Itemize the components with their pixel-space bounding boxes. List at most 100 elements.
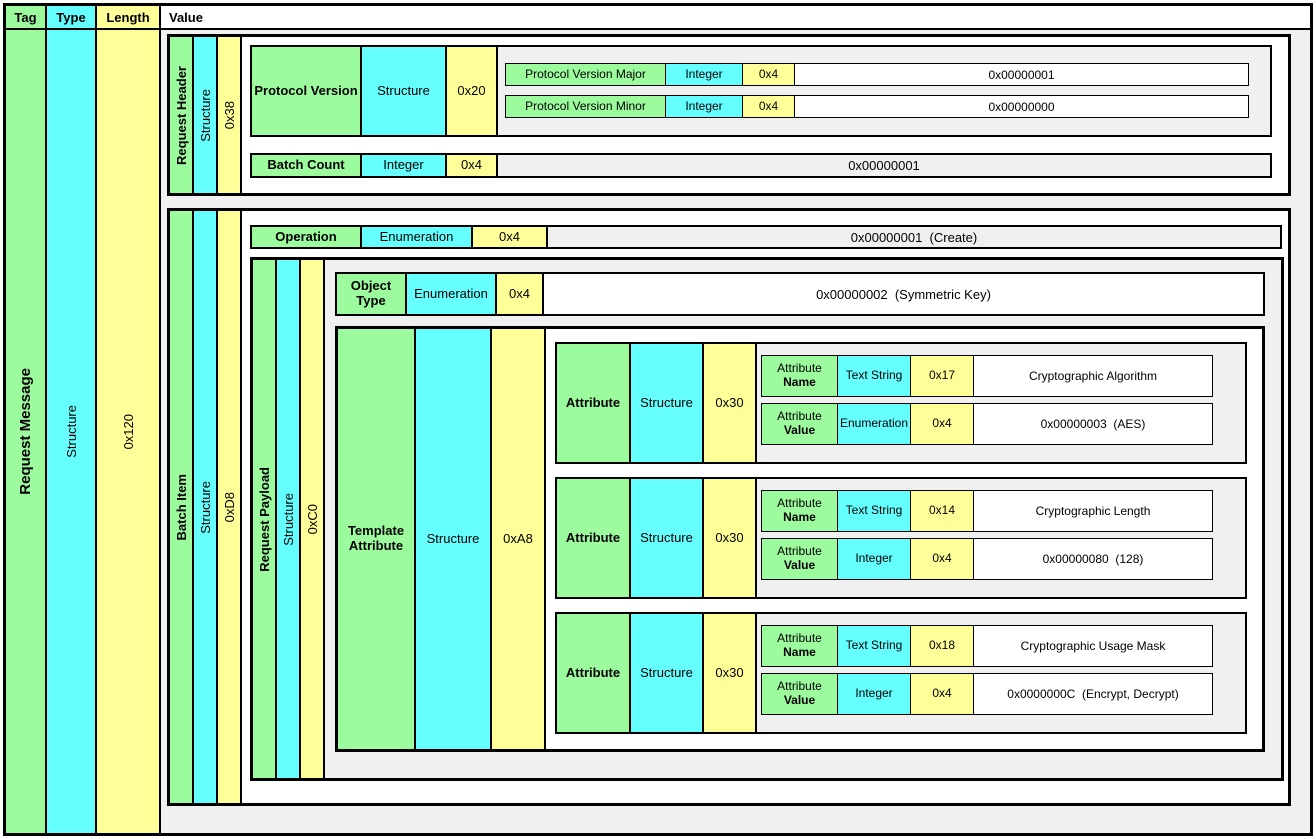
request-payload-type-bar: Structure xyxy=(277,260,301,778)
batch-item-type-label: Structure xyxy=(197,480,213,534)
protocol-version-box: Protocol Version Structure 0x20 Protocol… xyxy=(250,45,1272,137)
protocol-version-minor-length-cell: 0x4 xyxy=(743,96,795,117)
attribute-type-cell: Structure xyxy=(631,479,704,597)
attribute-name-row: Attribute Name Text String 0x18 Cryptogr… xyxy=(761,625,1213,667)
protocol-version-minor-value-cell: 0x00000000 xyxy=(795,96,1248,117)
attribute-value-tag-line2: Value xyxy=(783,558,816,572)
attribute-name-tag-cell: Attribute Name xyxy=(762,626,838,666)
attribute-value-value-cell: 0x00000003 (AES) xyxy=(974,404,1212,444)
request-message-tag-column: Request Message xyxy=(6,30,47,833)
attribute-length-cell: 0x30 xyxy=(704,344,757,462)
template-attribute-container: Template Attribute Structure 0xA8 Attrib… xyxy=(335,326,1265,752)
request-header-type-bar: Structure xyxy=(194,37,218,193)
object-type-value-cell: 0x00000002 (Symmetric Key) xyxy=(544,274,1263,314)
header-length: Length xyxy=(97,6,161,28)
attribute-value-row: Attribute Value Enumeration 0x4 0x000000… xyxy=(761,403,1213,445)
attribute-name-tag-line1: Attribute xyxy=(777,496,822,511)
attribute-block: Attribute Structure 0x30 Attribute xyxy=(555,477,1247,599)
attribute-name-tag-line1: Attribute xyxy=(777,631,822,646)
attribute-value-tag-cell: Attribute Value xyxy=(762,674,838,714)
attribute-value-tag-line1: Attribute xyxy=(777,409,822,424)
attribute-name-type-cell: Text String xyxy=(838,626,911,666)
attribute-name-value-cell: Cryptographic Usage Mask xyxy=(974,626,1212,666)
attribute-tag-cell: Attribute xyxy=(557,344,631,462)
request-payload-length-label: 0xC0 xyxy=(304,503,320,535)
template-attribute-type-cell: Structure xyxy=(416,329,492,749)
attribute-value-row: Attribute Value Integer 0x4 0x0000000C (… xyxy=(761,673,1213,715)
attribute-tag-cell: Attribute xyxy=(557,479,631,597)
protocol-version-major-value-cell: 0x00000001 xyxy=(795,64,1248,85)
batch-count-row: Batch Count Integer 0x4 0x00000001 xyxy=(250,153,1272,178)
attribute-name-value-cell: Cryptographic Algorithm xyxy=(974,356,1212,396)
attribute-name-length-cell: 0x14 xyxy=(911,491,974,531)
batch-item-value-area: Operation Enumeration 0x4 0x00000001 (Cr… xyxy=(242,211,1288,803)
attribute-value-type-cell: Integer xyxy=(838,674,911,714)
template-attribute-tag-cell: Template Attribute xyxy=(338,329,416,749)
attribute-value-length-cell: 0x4 xyxy=(911,674,974,714)
batch-item-label: Batch Item xyxy=(173,473,189,541)
attribute-name-length-cell: 0x18 xyxy=(911,626,974,666)
protocol-version-major-type-cell: Integer xyxy=(666,64,743,85)
attribute-value-area: Attribute Name Text String 0x17 Cryptogr… xyxy=(757,344,1245,462)
diagram-body: Request Message Structure 0x120 Request … xyxy=(6,30,1310,833)
attribute-name-type-cell: Text String xyxy=(838,356,911,396)
attribute-value-area: Attribute Name Text String 0x18 Cryptogr… xyxy=(757,614,1245,732)
batch-count-value-cell: 0x00000001 xyxy=(498,155,1270,176)
object-type-tag-cell: Object Type xyxy=(337,274,407,314)
protocol-version-value-area: Protocol Version Major Integer 0x4 0x000… xyxy=(498,47,1270,135)
request-message-type-label: Structure xyxy=(63,405,79,458)
object-type-length-cell: 0x4 xyxy=(497,274,544,314)
attribute-name-row: Attribute Name Text String 0x14 Cryptogr… xyxy=(761,490,1213,532)
attribute-name-tag-cell: Attribute Name xyxy=(762,356,838,396)
attribute-value-length-cell: 0x4 xyxy=(911,539,974,579)
request-payload-label: Request Payload xyxy=(256,466,272,572)
attribute-length-cell: 0x30 xyxy=(704,614,757,732)
attribute-name-row: Attribute Name Text String 0x17 Cryptogr… xyxy=(761,355,1213,397)
attribute-value-value-cell: 0x0000000C (Encrypt, Decrypt) xyxy=(974,674,1212,714)
attribute-value-area: Attribute Name Text String 0x14 Cryptogr… xyxy=(757,479,1245,597)
batch-item-length-label: 0xD8 xyxy=(221,491,237,523)
template-attribute-value-area: Attribute Structure 0x30 Attribute xyxy=(546,329,1262,749)
operation-type-cell: Enumeration xyxy=(362,227,473,247)
batch-item-type-bar: Structure xyxy=(194,211,218,803)
request-message-value-area: Request Header Structure 0x38 Protocol V… xyxy=(161,30,1310,833)
operation-length-cell: 0x4 xyxy=(473,227,548,247)
request-message-label: Request Message xyxy=(17,368,34,495)
attribute-value-tag-line1: Attribute xyxy=(777,679,822,694)
attribute-name-length-cell: 0x17 xyxy=(911,356,974,396)
protocol-version-length-cell: 0x20 xyxy=(447,47,498,135)
request-header-type-label: Structure xyxy=(197,88,213,142)
request-payload-length-bar: 0xC0 xyxy=(301,260,325,778)
attribute-type-cell: Structure xyxy=(631,344,704,462)
header-type: Type xyxy=(47,6,97,28)
batch-count-length-cell: 0x4 xyxy=(447,155,498,176)
attribute-name-type-cell: Text String xyxy=(838,491,911,531)
attribute-block: Attribute Structure 0x30 Attribute xyxy=(555,342,1247,464)
attribute-value-value-cell: 0x00000080 (128) xyxy=(974,539,1212,579)
header-tag: Tag xyxy=(6,6,47,28)
attribute-name-tag-line2: Name xyxy=(783,645,816,659)
attribute-name-tag-line1: Attribute xyxy=(777,361,822,376)
diagram-frame: Tag Type Length Value Request Message St… xyxy=(3,3,1313,836)
operation-tag-cell: Operation xyxy=(252,227,362,247)
request-header-tag-bar: Request Header xyxy=(170,37,194,193)
object-type-row: Object Type Enumeration 0x4 0x00000002 (… xyxy=(335,272,1265,316)
request-header-container: Request Header Structure 0x38 Protocol V… xyxy=(167,34,1291,196)
template-attribute-length-cell: 0xA8 xyxy=(492,329,546,749)
attribute-length-cell: 0x30 xyxy=(704,479,757,597)
protocol-version-tag-cell: Protocol Version xyxy=(252,47,362,135)
batch-item-tag-bar: Batch Item xyxy=(170,211,194,803)
operation-row: Operation Enumeration 0x4 0x00000001 (Cr… xyxy=(250,225,1282,249)
protocol-version-major-length-cell: 0x4 xyxy=(743,64,795,85)
attribute-value-tag-line2: Value xyxy=(783,423,816,437)
protocol-version-minor-tag-cell: Protocol Version Minor xyxy=(506,96,666,117)
protocol-version-minor-type-cell: Integer xyxy=(666,96,743,117)
attribute-value-type-cell: Enumeration xyxy=(838,404,911,444)
attribute-name-value-cell: Cryptographic Length xyxy=(974,491,1212,531)
attribute-value-row: Attribute Value Integer 0x4 0x00000080 (… xyxy=(761,538,1213,580)
request-header-label: Request Header xyxy=(173,65,189,165)
attribute-name-tag-cell: Attribute Name xyxy=(762,491,838,531)
request-message-type-column: Structure xyxy=(47,30,97,833)
attribute-name-tag-line2: Name xyxy=(783,375,816,389)
attribute-value-tag-cell: Attribute Value xyxy=(762,404,838,444)
